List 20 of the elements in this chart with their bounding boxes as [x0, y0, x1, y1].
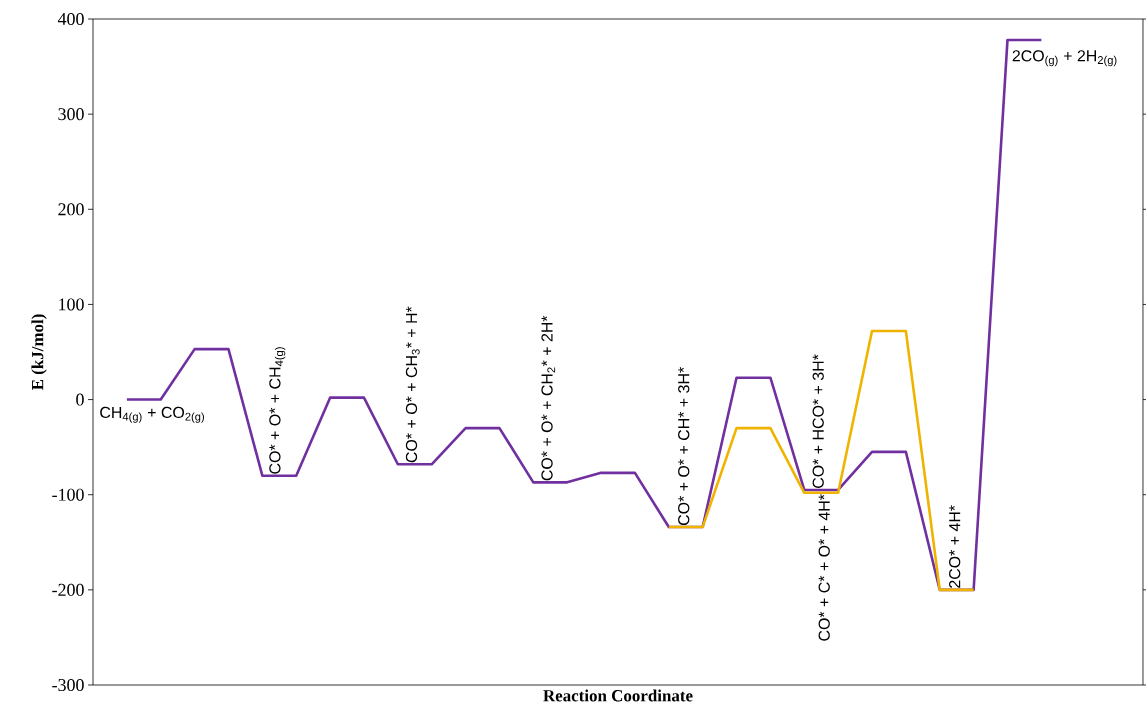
x-axis-title: Reaction Coordinate: [543, 689, 693, 702]
y-tick-label: -300: [52, 678, 84, 692]
line-series: [667, 329, 975, 592]
y-tick-label: 400: [57, 12, 84, 26]
annotation: CO* + O* + CH$_{3}$* + H*: [405, 306, 420, 463]
annotation: 2CO$_{(g)}$ + 2H$_{2(g)}$: [1012, 50, 1117, 67]
y-tick-label: -200: [52, 583, 84, 596]
annotation: CO* + C* + O* + 4H*: [818, 494, 830, 641]
annotation: CO* + HCO* + 3H*: [812, 354, 824, 488]
annotation: CO* + O* + CH* + 3H*: [678, 367, 690, 526]
y-tick-label: 0: [76, 393, 84, 406]
y-tick-label: 200: [58, 203, 84, 216]
annotation: 2CO* + 4H*: [949, 505, 961, 588]
y-axis-title: E (kJ/mol): [31, 314, 47, 391]
annotation: CO* + O* + CH$_{4(g)}$: [269, 347, 286, 474]
y-tick-label: 300: [58, 108, 84, 121]
annotation: CH$_{4(g)}$ + CO$_{2(g)}$: [100, 406, 204, 423]
y-tick-label: 100: [59, 298, 84, 311]
y-tick-label: -100: [52, 488, 84, 501]
annotation: CO* + O* + CH$_{2}$* + 2H*: [541, 315, 556, 481]
